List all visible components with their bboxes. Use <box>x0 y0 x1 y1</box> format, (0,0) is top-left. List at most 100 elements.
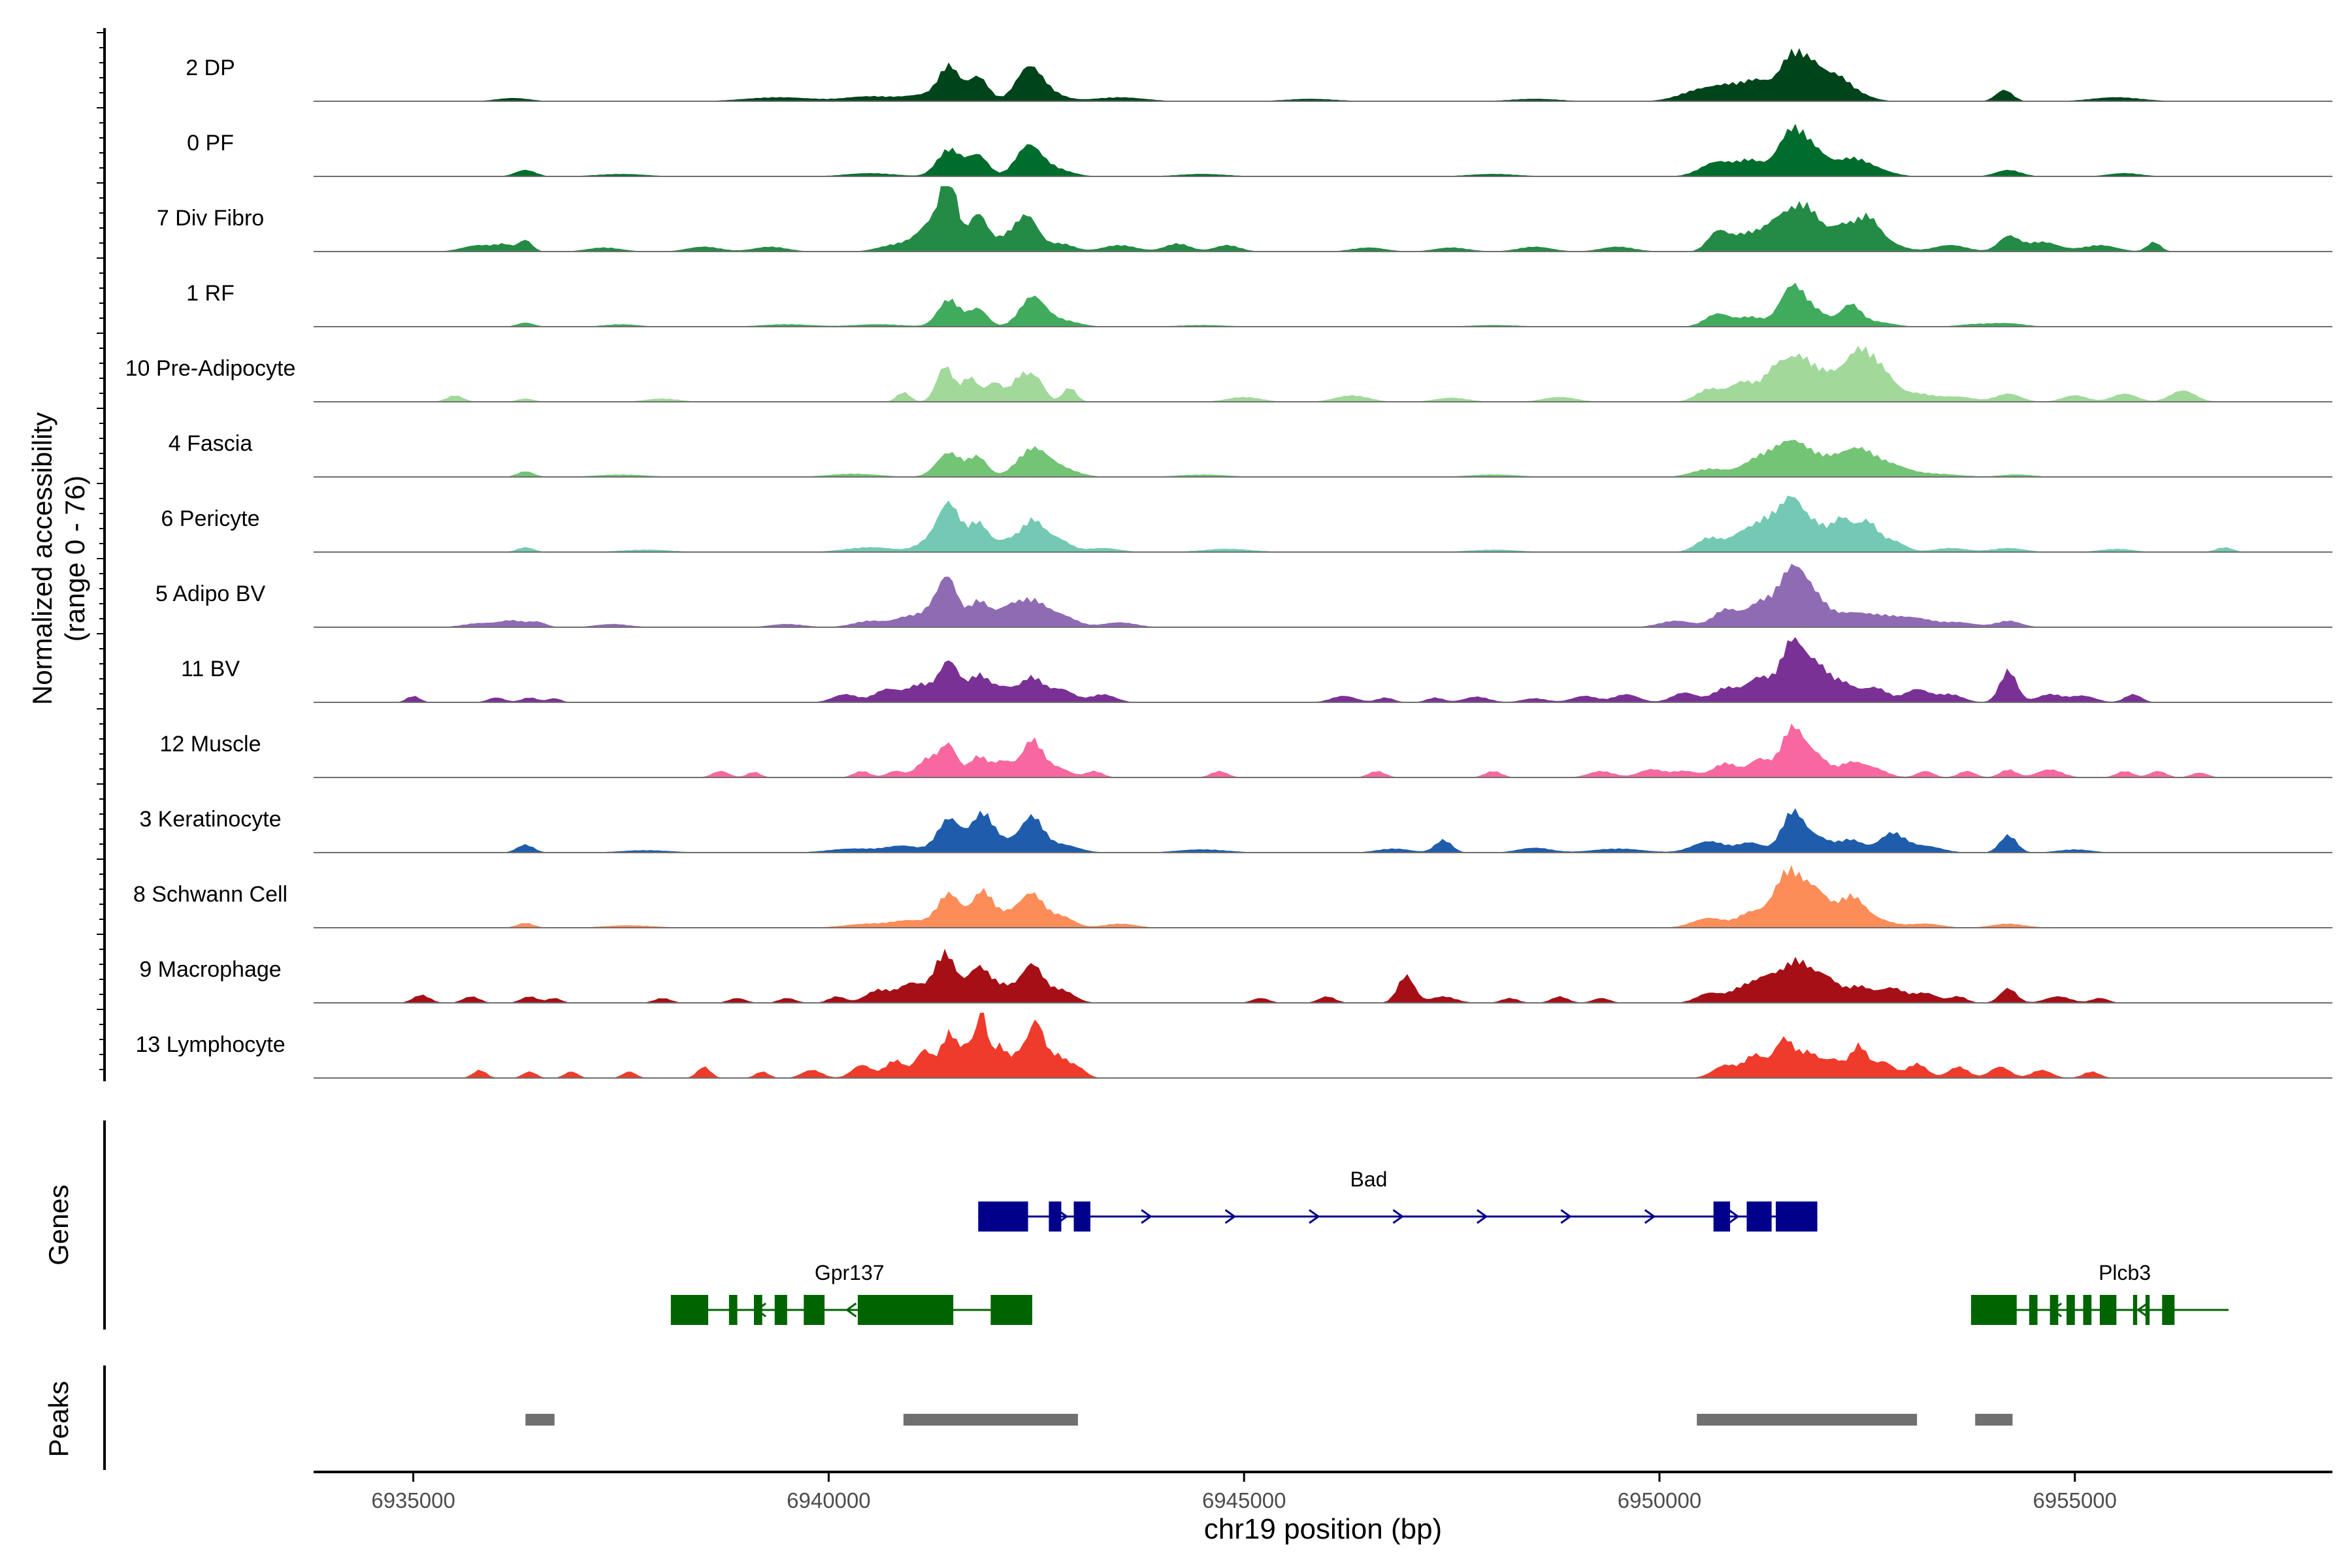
gene-exon <box>990 1295 1032 1325</box>
peak-region <box>903 1414 1078 1426</box>
track-label: 13 Lymphocyte <box>135 1032 285 1057</box>
coverage-area <box>314 282 2332 327</box>
coverage-y-ticks <box>97 32 105 1070</box>
gene-exon <box>2099 1295 2117 1325</box>
track-label: 4 Fascia <box>169 431 253 456</box>
coverage-tracks: 2 DP 0 PF 7 Div Fibro 1 RF 10 Pre-Adipocyte 4… <box>125 48 2332 1079</box>
gene-label: Plcb3 <box>2099 1261 2151 1284</box>
strand-arrow <box>1644 1209 1656 1224</box>
strand-arrow <box>845 1302 857 1318</box>
coverage-area <box>314 637 2332 702</box>
gene-exon <box>2083 1295 2092 1325</box>
gene-label: Gpr137 <box>815 1261 885 1284</box>
track-label: 11 BV <box>181 657 240 681</box>
strand-arrow <box>2136 1302 2148 1318</box>
track-5-adipo-bv: 5 Adipo BV <box>155 563 2332 628</box>
gene-exon <box>2050 1295 2059 1325</box>
strand-arrow <box>1477 1209 1488 1224</box>
peak-region <box>1975 1414 2013 1426</box>
gene-exon <box>1049 1201 1062 1232</box>
track-label: 12 Muscle <box>160 732 261 757</box>
strand-arrow <box>1309 1209 1320 1224</box>
gene-exon <box>978 1201 1028 1232</box>
track-8-schwann-cell: 8 Schwann Cell <box>133 865 2332 928</box>
gene-exon <box>1713 1201 1731 1232</box>
coverage-area <box>314 808 2332 853</box>
gene-exon <box>804 1295 825 1325</box>
gene-exon <box>1746 1201 1772 1232</box>
track-7-div-fibro: 7 Div Fibro <box>157 186 2332 252</box>
strand-arrow <box>1392 1209 1405 1224</box>
gene-exon <box>1970 1295 2017 1325</box>
gene-exon <box>774 1295 787 1325</box>
gene-exon <box>2066 1295 2075 1325</box>
y-axis-label-line2: (range 0 - 76) <box>59 476 90 642</box>
x-axis-label: chr19 position (bp) <box>1204 1513 1442 1545</box>
coverage-area <box>314 563 2332 627</box>
coverage-area <box>314 186 2332 252</box>
track-10-pre-adipocyte: 10 Pre-Adipocyte <box>125 346 2332 402</box>
gene-exon <box>1776 1201 1818 1232</box>
gene-gpr137: Gpr137 <box>670 1261 1032 1325</box>
gene-exon <box>753 1295 762 1325</box>
coverage-area <box>314 949 2332 1003</box>
track-label: 5 Adipo BV <box>155 581 266 606</box>
track-4-fascia: 4 Fascia <box>169 431 2332 478</box>
peak-region <box>525 1414 555 1426</box>
genes-track: Bad Gpr137 Plcb3 <box>670 1168 2229 1325</box>
strand-arrow <box>1560 1209 1572 1224</box>
strand-arrow <box>1141 1209 1152 1224</box>
track-label: 7 Div Fibro <box>157 206 264 231</box>
coverage-area <box>314 495 2332 552</box>
track-3-keratinocyte: 3 Keratinocyte <box>139 807 2332 853</box>
coverage-area <box>314 440 2332 477</box>
coverage-area <box>314 123 2332 176</box>
x-tick-label: 6935000 <box>371 1488 455 1512</box>
x-tick-label: 6955000 <box>2033 1488 2117 1512</box>
track-2-dp: 2 DP <box>186 48 2332 102</box>
track-13-lymphocyte: 13 Lymphocyte <box>135 1013 2332 1079</box>
gene-exon <box>728 1295 738 1325</box>
strand-arrow <box>1224 1209 1237 1224</box>
track-9-macrophage: 9 Macrophage <box>139 949 2332 1004</box>
track-label: 10 Pre-Adipocyte <box>125 356 296 381</box>
track-label: 8 Schwann Cell <box>133 882 287 907</box>
coverage-area <box>314 1013 2332 1078</box>
track-0-pf: 0 PF <box>187 123 2332 177</box>
track-label: 6 Pericyte <box>161 506 259 531</box>
coverage-area <box>314 48 2332 101</box>
track-label: 2 DP <box>186 56 235 80</box>
coverage-area <box>314 723 2332 777</box>
track-1-rf: 1 RF <box>186 281 2332 327</box>
gene-label: Bad <box>1350 1168 1387 1191</box>
gene-exon <box>857 1295 954 1325</box>
strand-arrow <box>1728 1209 1740 1224</box>
track-6-pericyte: 6 Pericyte <box>161 495 2332 553</box>
track-11-bv: 11 BV <box>181 637 2332 703</box>
coverage-area <box>314 865 2332 928</box>
x-axis-ticks: 6935000 6940000 6945000 6950000 6955000 <box>371 1472 2117 1512</box>
genes-panel-label: Genes <box>43 1184 74 1266</box>
x-tick-label: 6940000 <box>787 1488 870 1512</box>
track-label: 1 RF <box>186 281 235 306</box>
gene-exon <box>2162 1295 2175 1325</box>
track-label: 0 PF <box>187 131 234 155</box>
gene-exon <box>2132 1295 2138 1325</box>
gene-plcb3: Plcb3 <box>1970 1261 2229 1325</box>
coverage-area <box>314 346 2332 402</box>
x-tick-label: 6945000 <box>1202 1488 1286 1512</box>
y-axis-label-line1: Normalized accessibility <box>27 412 57 705</box>
gene-exon <box>670 1295 709 1325</box>
gene-exon <box>2145 1295 2150 1325</box>
gene-exon <box>1073 1201 1090 1232</box>
peaks-panel-label: Peaks <box>43 1381 74 1458</box>
track-label: 9 Macrophage <box>139 957 281 982</box>
track-12-muscle: 12 Muscle <box>160 723 2332 778</box>
x-tick-label: 6950000 <box>1618 1488 1701 1512</box>
gene-bad: Bad <box>978 1168 1818 1232</box>
gene-exon <box>2029 1295 2038 1325</box>
peak-region <box>1697 1414 1918 1426</box>
peaks-track <box>525 1414 2013 1426</box>
